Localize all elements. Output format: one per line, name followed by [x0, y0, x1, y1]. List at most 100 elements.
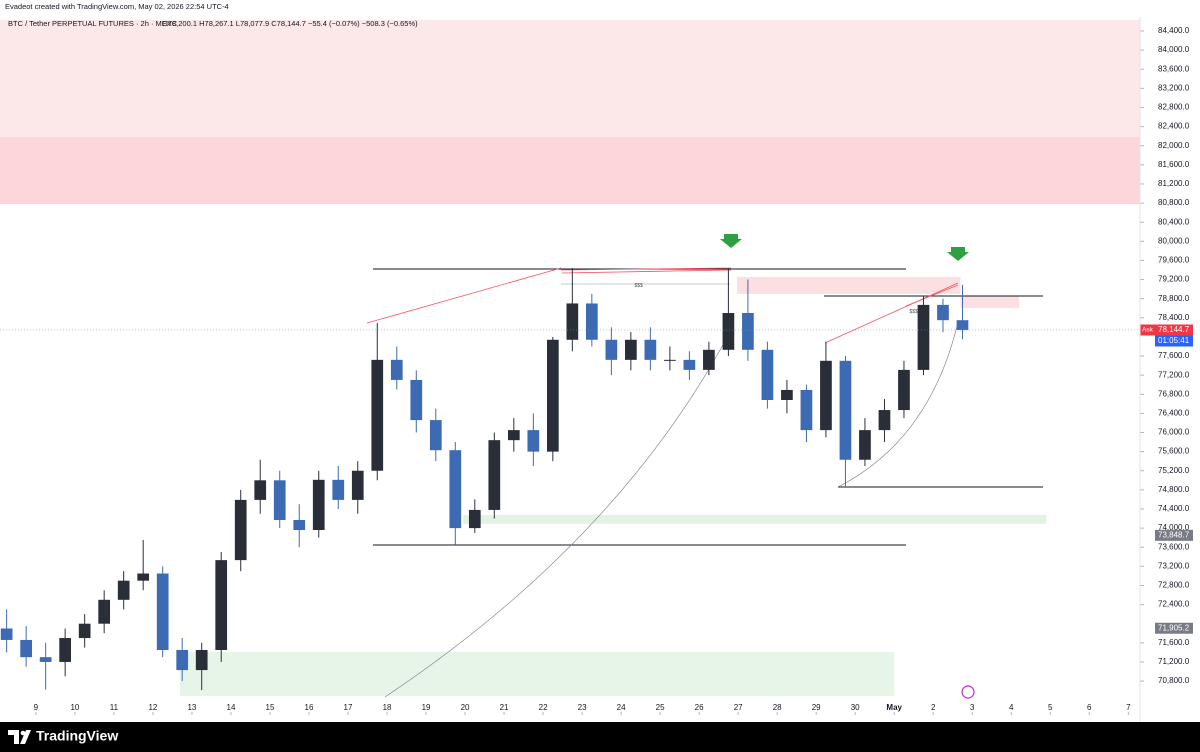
candle-body	[644, 339, 657, 360]
price-tag-label: 78,144.7	[1158, 325, 1190, 334]
y-tick-label: 72,400.0	[1158, 600, 1190, 609]
y-tick-label: 73,200.0	[1158, 561, 1190, 570]
brand: TradingView	[36, 728, 118, 744]
trend-line	[560, 267, 732, 271]
candle-body	[898, 369, 910, 411]
candle-body	[585, 303, 598, 340]
candle-body	[0, 628, 13, 640]
candle-body	[683, 359, 696, 370]
candle-body	[781, 389, 793, 401]
y-tick-label: 77,600.0	[1158, 351, 1190, 360]
x-tick-label: 27	[734, 703, 743, 712]
logo	[8, 730, 31, 744]
y-tick-label: 80,400.0	[1158, 217, 1190, 226]
x-tick-label: 14	[227, 703, 236, 712]
candle-body	[351, 470, 364, 500]
timer-label: 01:05:41	[1158, 336, 1190, 345]
x-tick-label: 10	[70, 703, 79, 712]
curve	[384, 329, 732, 698]
candle-body	[703, 349, 715, 370]
logo	[20, 730, 26, 736]
candle-body	[839, 360, 852, 460]
candle-body	[156, 573, 169, 650]
y-tick-label: 83,200.0	[1158, 83, 1190, 92]
candle-body	[722, 313, 735, 350]
candle-body	[820, 360, 832, 431]
y-tick-label: 71,600.0	[1158, 638, 1190, 647]
x-tick-label: 28	[773, 703, 782, 712]
candle-body	[117, 580, 130, 600]
candle-body	[20, 639, 32, 658]
x-tick-label: 7	[1126, 703, 1131, 712]
x-tick-label: 26	[695, 703, 704, 712]
y-tick-label: 80,000.0	[1158, 236, 1190, 245]
x-tick-label: 21	[500, 703, 509, 712]
candle-body	[937, 304, 949, 321]
trend-line	[561, 269, 732, 274]
arrow-down	[720, 234, 742, 248]
y-tick-label: 74,400.0	[1158, 504, 1190, 513]
x-tick-label: 9	[34, 703, 39, 712]
candle-body	[742, 313, 754, 350]
zones	[0, 20, 1140, 696]
price-tag	[1155, 622, 1193, 634]
alert-icon[interactable]	[961, 685, 975, 699]
x-tick-label: 23	[578, 703, 587, 712]
timer-tag	[1155, 335, 1193, 347]
zone	[179, 651, 895, 696]
credit: Evadeot created with TradingView.com, Ma…	[5, 2, 229, 11]
x-tick-label: 4	[1009, 703, 1014, 712]
candle-body	[215, 560, 228, 650]
candle-body	[878, 410, 891, 431]
y-tick-label: 73,600.0	[1158, 542, 1190, 551]
tag-side	[1140, 324, 1155, 336]
candle-body	[273, 480, 286, 520]
y-tick-label: 79,600.0	[1158, 256, 1190, 265]
y-tick-label: 78,800.0	[1158, 294, 1190, 303]
curve	[837, 321, 959, 488]
candle-body	[488, 440, 501, 510]
candle-body	[468, 509, 481, 529]
x-tick-label: 11	[110, 703, 119, 712]
zone	[463, 514, 1047, 524]
candle-body	[625, 339, 637, 360]
y-tick-label: 82,400.0	[1158, 122, 1190, 131]
x-tick-label: 15	[266, 703, 275, 712]
candle-body	[371, 359, 384, 471]
candle-body	[507, 430, 520, 441]
candle-body	[195, 649, 208, 671]
trend-line	[905, 284, 959, 307]
y-tick-label: 70,800.0	[1158, 676, 1190, 685]
footer-bar	[0, 722, 1200, 752]
candle-body	[410, 379, 423, 421]
zone	[0, 137, 1140, 205]
x-tick-label: 2	[931, 703, 936, 712]
trend-line	[824, 282, 959, 344]
y-tick-label: 76,400.0	[1158, 408, 1190, 417]
x-tick-label: 5	[1048, 703, 1053, 712]
y-tick-label: 82,800.0	[1158, 103, 1190, 112]
y-tick-label: 84,400.0	[1158, 26, 1190, 35]
price-tag-label: 71,905.2	[1158, 623, 1190, 632]
candle-body	[429, 420, 442, 451]
y-tick-label: 78,400.0	[1158, 313, 1190, 322]
price-tag	[1155, 529, 1193, 541]
candle-body	[664, 359, 676, 361]
y-tick-label: 76,000.0	[1158, 428, 1190, 437]
y-tick-label: 71,200.0	[1158, 657, 1190, 666]
price-tag-label: 73,848.7	[1158, 530, 1190, 539]
x-tick-label: 12	[148, 703, 157, 712]
arrow-down	[947, 247, 969, 261]
annotation: $$$	[634, 283, 643, 289]
y-tick-label: 75,200.0	[1158, 466, 1190, 475]
candle-body	[254, 480, 267, 500]
candle-body	[39, 657, 52, 662]
candle-body	[859, 430, 871, 460]
y-tick-label: 84,000.0	[1158, 45, 1190, 54]
x-tick-label: 13	[187, 703, 196, 712]
x-tick-label: 25	[656, 703, 665, 712]
candle-body	[390, 359, 403, 380]
x-tick-label: 24	[617, 703, 626, 712]
y-tick-label: 81,200.0	[1158, 179, 1190, 188]
